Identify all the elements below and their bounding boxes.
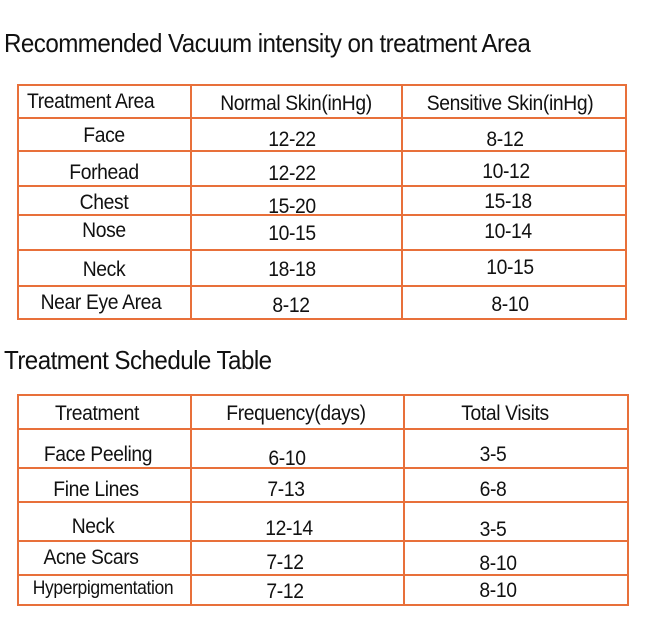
schedule-treatment-cell: Face Peeling — [43, 443, 153, 466]
vacuum-row-divider — [17, 285, 627, 287]
schedule-frequency-cell: 12-14 — [265, 517, 313, 540]
vacuum-area-cell: Neck — [82, 258, 126, 281]
vacuum-header-normal: Normal Skin(inHg) — [220, 92, 372, 115]
vacuum-col-divider-2 — [401, 84, 403, 320]
schedule-row-divider — [17, 540, 629, 542]
vacuum-row-divider — [17, 117, 627, 119]
vacuum-sensitive-cell: 8-12 — [486, 128, 524, 151]
schedule-col-divider-1 — [190, 394, 192, 606]
schedule-header-frequency: Frequency(days) — [226, 402, 366, 425]
schedule-row-divider — [17, 574, 629, 576]
vacuum-area-cell: Near Eye Area — [40, 291, 162, 314]
vacuum-sensitive-cell: 8-10 — [491, 293, 529, 316]
vacuum-row-divider — [17, 214, 627, 216]
schedule-visits-cell: 8-10 — [479, 552, 517, 575]
schedule-visits-cell: 3-5 — [479, 443, 507, 466]
vacuum-row-divider — [17, 249, 627, 251]
schedule-visits-cell: 8-10 — [479, 579, 517, 602]
vacuum-area-cell: Face — [83, 124, 125, 147]
schedule-visits-cell: 3-5 — [479, 518, 507, 541]
vacuum-header-sensitive: Sensitive Skin(inHg) — [426, 92, 594, 115]
vacuum-normal-cell: 12-22 — [268, 128, 316, 151]
schedule-frequency-cell: 7-12 — [266, 580, 304, 603]
vacuum-row-divider — [17, 150, 627, 152]
vacuum-col-divider-1 — [190, 84, 192, 320]
vacuum-area-cell: Nose — [82, 219, 126, 242]
schedule-row-divider — [17, 428, 629, 430]
vacuum-table — [17, 84, 627, 320]
schedule-table — [17, 394, 629, 606]
vacuum-table-title: Recommended Vacuum intensity on treatmen… — [4, 28, 531, 58]
schedule-treatment-cell: Acne Scars — [43, 546, 139, 569]
schedule-header-treatment: Treatment — [54, 402, 140, 425]
schedule-header-visits: Total Visits — [461, 402, 549, 425]
vacuum-sensitive-cell: 10-14 — [484, 220, 532, 243]
schedule-treatment-cell: Hyperpigmentation — [32, 578, 174, 599]
schedule-treatment-cell: Fine Lines — [53, 478, 139, 501]
vacuum-sensitive-cell: 15-18 — [484, 190, 532, 213]
schedule-frequency-cell: 7-13 — [267, 478, 305, 501]
schedule-visits-cell: 6-8 — [479, 478, 507, 501]
schedule-table-title: Treatment Schedule Table — [4, 345, 272, 375]
vacuum-normal-cell: 12-22 — [268, 162, 316, 185]
vacuum-area-cell: Forhead — [69, 161, 139, 184]
vacuum-area-cell: Chest — [79, 191, 129, 214]
schedule-frequency-cell: 7-12 — [266, 551, 304, 574]
vacuum-normal-cell: 10-15 — [268, 222, 316, 245]
schedule-treatment-cell: Neck — [71, 515, 115, 538]
vacuum-row-divider — [17, 185, 627, 187]
schedule-row-divider — [17, 501, 629, 503]
schedule-frequency-cell: 6-10 — [268, 447, 306, 470]
vacuum-sensitive-cell: 10-15 — [486, 256, 534, 279]
vacuum-header-area: Treatment Area — [27, 90, 155, 113]
vacuum-normal-cell: 8-12 — [272, 294, 310, 317]
schedule-row-divider — [17, 467, 629, 469]
schedule-col-divider-2 — [403, 394, 405, 606]
vacuum-sensitive-cell: 10-12 — [482, 160, 530, 183]
vacuum-normal-cell: 18-18 — [268, 258, 316, 281]
vacuum-normal-cell: 15-20 — [268, 195, 316, 218]
